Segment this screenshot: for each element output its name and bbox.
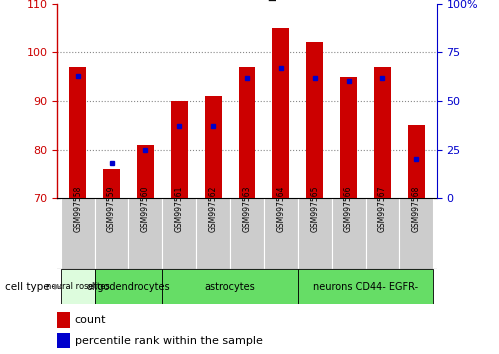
Text: GSM997567: GSM997567 xyxy=(378,186,387,232)
Bar xyxy=(340,76,357,198)
Text: GSM997563: GSM997563 xyxy=(243,186,251,232)
Bar xyxy=(408,125,425,198)
Bar xyxy=(365,198,399,269)
Text: neural rosettes: neural rosettes xyxy=(46,282,110,291)
Bar xyxy=(103,169,120,198)
Bar xyxy=(230,198,264,269)
Bar xyxy=(69,67,86,198)
Bar xyxy=(162,269,298,304)
Bar xyxy=(239,67,255,198)
Bar xyxy=(129,198,162,269)
Bar xyxy=(205,96,222,198)
Bar xyxy=(196,198,230,269)
Bar xyxy=(374,67,391,198)
Text: GSM997561: GSM997561 xyxy=(175,186,184,232)
Bar xyxy=(264,198,298,269)
Text: cell type: cell type xyxy=(5,282,49,292)
Bar xyxy=(298,269,433,304)
Bar xyxy=(95,198,129,269)
Text: GSM997562: GSM997562 xyxy=(209,186,218,232)
Text: GSM997560: GSM997560 xyxy=(141,186,150,232)
Bar xyxy=(306,42,323,198)
Text: percentile rank within the sample: percentile rank within the sample xyxy=(75,336,263,346)
Bar xyxy=(162,198,196,269)
Bar xyxy=(298,198,332,269)
Text: GSM997559: GSM997559 xyxy=(107,186,116,232)
Bar xyxy=(57,312,70,329)
Text: GSM997565: GSM997565 xyxy=(310,186,319,232)
Bar xyxy=(61,269,95,304)
Bar xyxy=(332,198,365,269)
Bar xyxy=(272,28,289,198)
Bar xyxy=(95,269,162,304)
Bar xyxy=(399,198,433,269)
Bar xyxy=(137,145,154,198)
Text: oligodendrocytes: oligodendrocytes xyxy=(87,282,170,292)
Bar xyxy=(57,333,70,348)
Text: GSM997566: GSM997566 xyxy=(344,186,353,232)
Text: astrocytes: astrocytes xyxy=(205,282,255,292)
Bar xyxy=(61,198,95,269)
Text: neurons CD44- EGFR-: neurons CD44- EGFR- xyxy=(313,282,418,292)
Title: GDS4538 / ILMN_1660786: GDS4538 / ILMN_1660786 xyxy=(156,0,338,1)
Text: GSM997568: GSM997568 xyxy=(412,186,421,232)
Text: GSM997558: GSM997558 xyxy=(73,186,82,232)
Text: count: count xyxy=(75,315,106,325)
Text: GSM997564: GSM997564 xyxy=(276,186,285,232)
Bar xyxy=(171,101,188,198)
